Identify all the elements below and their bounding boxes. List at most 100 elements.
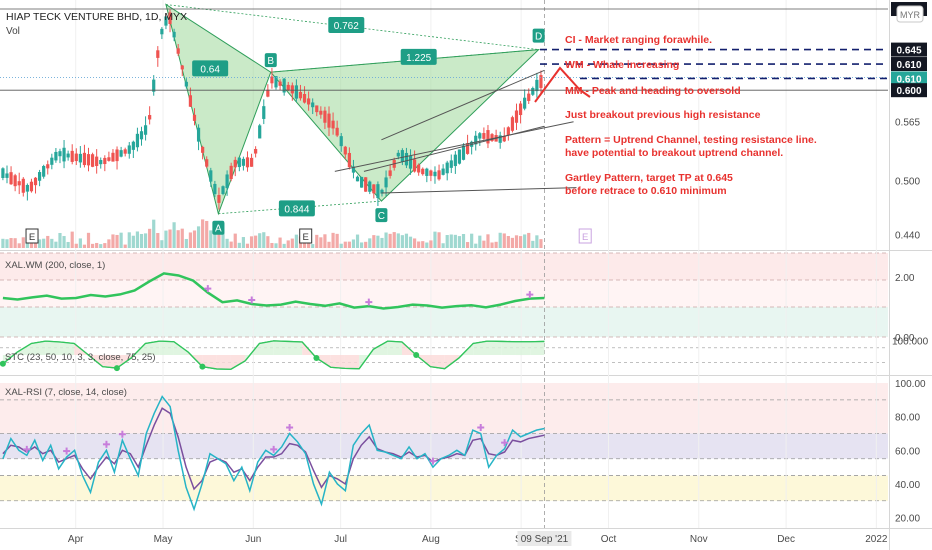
volume-bar (392, 232, 396, 248)
stc-signal-dot (0, 360, 6, 367)
volume-bar (103, 243, 107, 248)
stc-fill (373, 341, 388, 356)
candle-body (241, 158, 245, 166)
candle-body (384, 177, 388, 188)
candle-body (37, 172, 42, 181)
volume-bar (417, 241, 421, 248)
volume-bar (453, 234, 457, 248)
volume-bar (160, 240, 164, 248)
volume-bar (278, 237, 282, 248)
candle-body (148, 115, 152, 120)
volume-bar (449, 234, 453, 248)
volume-bar (347, 241, 351, 248)
gartley-point-box (375, 208, 388, 223)
volume-bar (249, 236, 254, 248)
candle-body (527, 93, 531, 101)
x-tick-label: May (154, 534, 173, 545)
candle-body (535, 79, 539, 92)
stc-signal-dot (199, 363, 206, 370)
rsi-tick-label: 80.00 (895, 413, 920, 424)
candle-body (29, 181, 34, 192)
candle-body (302, 94, 307, 103)
stc-pane-title: STC (23, 50, 10, 3, 3, close, 75, 25) (5, 352, 156, 363)
candle-body (99, 160, 103, 165)
volume-bar (21, 237, 25, 248)
volume-bar (286, 240, 290, 248)
stc-signal-dot (313, 354, 320, 361)
currency-button[interactable]: MYR (896, 5, 924, 23)
volume-bar (482, 240, 486, 248)
volume-bar (54, 241, 58, 248)
price-candles (1, 9, 543, 210)
candle-body (123, 149, 127, 154)
volume-bar (429, 240, 433, 248)
candle-body (315, 105, 319, 113)
volume-bar (245, 243, 250, 248)
volume-bar (408, 236, 413, 248)
volume-bar (258, 233, 262, 248)
y-tick-label: 0.440 (895, 230, 920, 241)
candle-body (237, 157, 241, 168)
volume-bar (139, 233, 144, 248)
candle-body (209, 170, 213, 182)
candle-body (66, 153, 70, 158)
volume-bar (457, 236, 462, 248)
price-label-text: 0.600 (896, 86, 921, 97)
candle-body (474, 135, 478, 145)
volume-bar (90, 243, 95, 248)
candle-body (135, 133, 140, 148)
x-tick-label: Oct (601, 534, 617, 545)
candle-body (429, 170, 433, 176)
candle-body (70, 150, 74, 162)
volume-bar (192, 230, 197, 248)
candle-body (286, 84, 290, 91)
gartley-point-label: A (215, 224, 222, 235)
candle-body (298, 91, 303, 99)
wm-zone-high (0, 253, 888, 280)
candle-body (266, 89, 270, 97)
candle-body (213, 183, 217, 195)
candle-body (262, 106, 266, 119)
stc-fill (259, 340, 274, 356)
stc-fill (515, 341, 531, 356)
gartley-ratio-box (328, 17, 365, 34)
rsi-slow-line (2, 407, 545, 491)
candle-body (388, 170, 392, 176)
candle-body (400, 150, 404, 162)
candle-body (421, 168, 425, 175)
stc-fill (344, 355, 360, 369)
candle-body (274, 76, 278, 88)
volume-bar (465, 242, 470, 248)
x-tick-label: Nov (690, 534, 708, 545)
volume-bar (315, 234, 319, 248)
gartley-ratio-box (278, 200, 315, 217)
candle-body (201, 146, 205, 153)
volume-bar (196, 226, 201, 248)
gartley-point-label: C (378, 211, 385, 222)
gartley-point-label: B (267, 56, 274, 67)
volume-bar (425, 242, 429, 248)
candle-body (188, 95, 193, 107)
candle-body (510, 117, 515, 131)
candle-body (327, 113, 331, 128)
volume-bar (111, 234, 115, 248)
stc-fill (387, 341, 402, 356)
candle-body (465, 143, 470, 154)
volume-bar (527, 232, 531, 248)
candle-body (490, 134, 494, 141)
volume-bar (290, 238, 294, 248)
volume-bar (233, 233, 237, 248)
candle-body (229, 165, 233, 180)
volume-bar (62, 236, 66, 248)
candle-body (50, 157, 54, 165)
candle-body (254, 148, 258, 154)
stc-fill (230, 355, 246, 370)
candle-body (107, 157, 111, 161)
candle-body (290, 85, 294, 94)
volume-bar (237, 242, 241, 248)
volume-bar (99, 244, 103, 248)
candle-body (17, 181, 21, 186)
candle-body (523, 97, 527, 109)
volume-bar (152, 219, 156, 248)
